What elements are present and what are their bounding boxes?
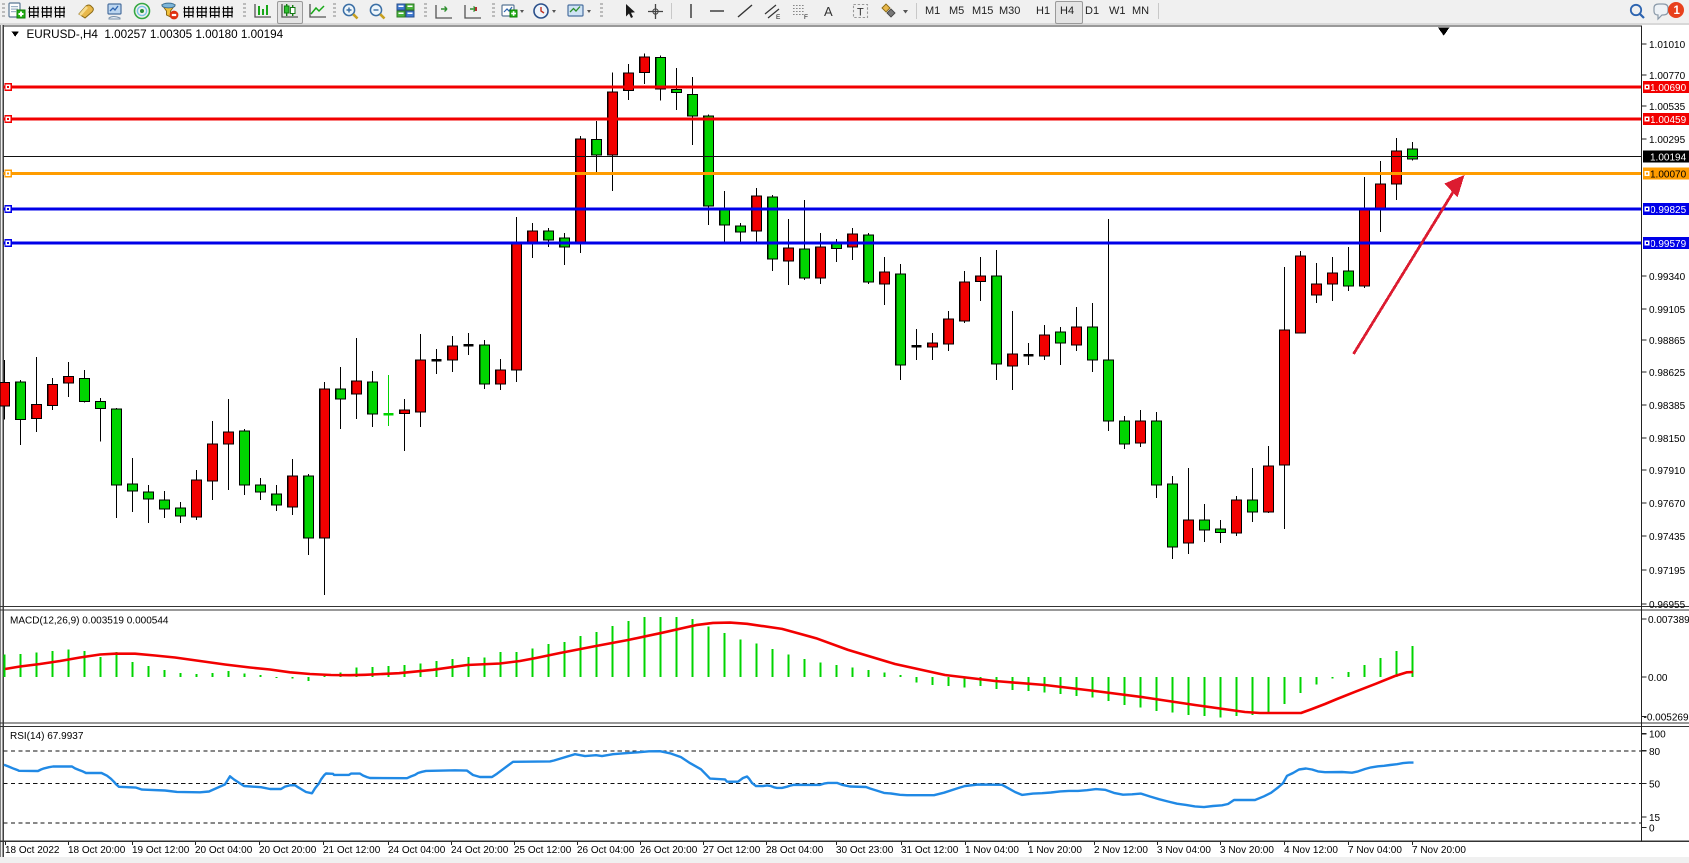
svg-text:1.00770: 1.00770 [1649,71,1686,82]
svg-text:2 Nov 12:00: 2 Nov 12:00 [1094,845,1148,856]
svg-text:0.99340: 0.99340 [1649,272,1686,283]
svg-text:RSI(14) 67.9937: RSI(14) 67.9937 [10,731,84,742]
svg-text:0.98625: 0.98625 [1649,368,1686,379]
svg-text:E: E [776,14,781,21]
svg-text:21 Oct 12:00: 21 Oct 12:00 [323,845,381,856]
svg-text:EURUSD-,H4 1.00257 1.00305 1.: EURUSD-,H4 1.00257 1.00305 1.00180 1.001… [27,28,284,41]
svg-text:24 Oct 04:00: 24 Oct 04:00 [388,845,446,856]
svg-text:100: 100 [1649,730,1666,741]
svg-text:MACD(12,26,9) 0.003519 0.00054: MACD(12,26,9) 0.003519 0.000544 [10,616,169,627]
svg-text:3 Nov 04:00: 3 Nov 04:00 [1157,845,1211,856]
svg-text:-0.005269: -0.005269 [1644,713,1689,724]
svg-text:30 Oct 23:00: 30 Oct 23:00 [836,845,894,856]
svg-text:3 Nov 20:00: 3 Nov 20:00 [1220,845,1274,856]
svg-text:1.00295: 1.00295 [1649,135,1686,146]
svg-text:1.00194: 1.00194 [1650,153,1687,164]
svg-text:7 Nov 20:00: 7 Nov 20:00 [1412,845,1466,856]
svg-text:T: T [857,7,864,19]
svg-text:F: F [804,14,808,21]
svg-text:0.97195: 0.97195 [1649,566,1686,577]
svg-text:7 Nov 04:00: 7 Nov 04:00 [1348,845,1402,856]
svg-text:1 Nov 04:00: 1 Nov 04:00 [965,845,1019,856]
svg-text:18 Oct 20:00: 18 Oct 20:00 [68,845,126,856]
svg-text:25 Oct 12:00: 25 Oct 12:00 [514,845,572,856]
svg-text:0.97910: 0.97910 [1649,466,1686,477]
svg-text:27 Oct 12:00: 27 Oct 12:00 [703,845,761,856]
svg-text:26 Oct 04:00: 26 Oct 04:00 [577,845,635,856]
svg-text:0.00: 0.00 [1648,673,1668,684]
svg-text:1.00459: 1.00459 [1650,115,1687,126]
svg-text:18 Oct 2022: 18 Oct 2022 [5,845,60,856]
svg-text:4 Nov 12:00: 4 Nov 12:00 [1284,845,1338,856]
svg-text:1: 1 [1674,5,1681,17]
svg-text:20 Oct 20:00: 20 Oct 20:00 [259,845,317,856]
svg-text:15: 15 [1649,813,1661,824]
svg-text:0.99579: 0.99579 [1650,239,1687,250]
svg-text:0.97670: 0.97670 [1649,499,1686,510]
svg-text:0.99825: 0.99825 [1650,205,1687,216]
svg-text:0.98865: 0.98865 [1649,336,1686,347]
svg-text:20 Oct 04:00: 20 Oct 04:00 [195,845,253,856]
svg-text:0.96955: 0.96955 [1649,600,1686,611]
svg-text:0.99105: 0.99105 [1649,305,1686,316]
svg-text:1.00070: 1.00070 [1650,170,1687,181]
svg-text:0.007389: 0.007389 [1648,615,1689,626]
svg-text:80: 80 [1649,747,1661,758]
svg-text:0.98385: 0.98385 [1649,401,1686,412]
svg-text:28 Oct 04:00: 28 Oct 04:00 [766,845,824,856]
svg-text:19 Oct 12:00: 19 Oct 12:00 [132,845,190,856]
svg-text:1.00535: 1.00535 [1649,102,1686,113]
svg-text:0.98150: 0.98150 [1649,434,1686,445]
svg-text:0.97435: 0.97435 [1649,532,1686,543]
svg-text:0: 0 [1649,824,1655,835]
svg-text:26 Oct 20:00: 26 Oct 20:00 [640,845,698,856]
svg-text:31 Oct 12:00: 31 Oct 12:00 [901,845,959,856]
svg-text:1 Nov 20:00: 1 Nov 20:00 [1028,845,1082,856]
svg-text:1.00690: 1.00690 [1650,83,1687,94]
svg-text:24 Oct 20:00: 24 Oct 20:00 [451,845,509,856]
svg-text:50: 50 [1649,779,1661,790]
svg-text:1.01010: 1.01010 [1649,40,1686,51]
